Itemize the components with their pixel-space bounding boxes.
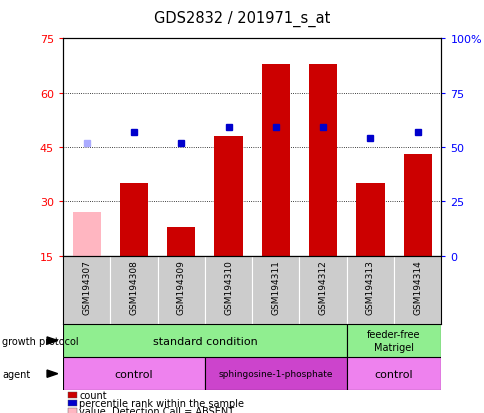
Text: GSM194309: GSM194309 — [176, 259, 185, 314]
Bar — [120, 184, 148, 256]
Polygon shape — [47, 337, 58, 344]
Bar — [73, 213, 101, 256]
Text: growth protocol: growth protocol — [2, 336, 79, 346]
Text: sphingosine-1-phosphate: sphingosine-1-phosphate — [218, 369, 333, 378]
Bar — [346, 357, 440, 390]
Text: control: control — [114, 369, 153, 379]
Text: value, Detection Call = ABSENT: value, Detection Call = ABSENT — [79, 406, 234, 413]
Text: GSM194307: GSM194307 — [82, 259, 91, 314]
Text: percentile rank within the sample: percentile rank within the sample — [79, 398, 243, 408]
Bar — [166, 227, 195, 256]
Bar — [110, 256, 157, 324]
Text: GSM194310: GSM194310 — [224, 259, 233, 314]
Text: feeder-free
Matrigel: feeder-free Matrigel — [366, 330, 420, 352]
Bar — [346, 256, 393, 324]
Bar — [63, 324, 346, 357]
Bar — [308, 64, 336, 256]
Bar — [204, 357, 346, 390]
Bar — [393, 256, 440, 324]
Bar — [355, 184, 384, 256]
Text: GDS2832 / 201971_s_at: GDS2832 / 201971_s_at — [154, 10, 330, 26]
Text: GSM194313: GSM194313 — [365, 259, 374, 314]
Text: GSM194314: GSM194314 — [412, 259, 422, 314]
Text: GSM194308: GSM194308 — [129, 259, 138, 314]
Bar — [63, 256, 110, 324]
Text: GSM194311: GSM194311 — [271, 259, 280, 314]
Text: count: count — [79, 390, 106, 400]
Bar — [157, 256, 204, 324]
Bar — [252, 256, 299, 324]
Bar — [403, 155, 431, 256]
Bar — [299, 256, 346, 324]
Bar — [63, 357, 204, 390]
Text: GSM194312: GSM194312 — [318, 259, 327, 314]
Bar — [261, 64, 289, 256]
Bar — [346, 324, 440, 357]
Text: agent: agent — [2, 369, 30, 379]
Text: control: control — [374, 369, 412, 379]
Text: standard condition: standard condition — [152, 336, 257, 346]
Bar — [214, 137, 242, 256]
Bar — [204, 256, 252, 324]
Polygon shape — [47, 370, 58, 377]
